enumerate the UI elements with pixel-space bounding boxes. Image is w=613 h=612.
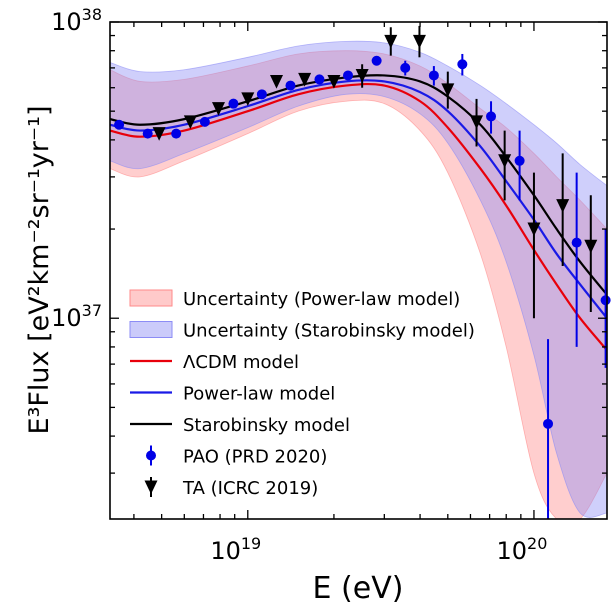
legend-entry-5-label: PAO (PRD 2020) [183,447,327,468]
pao-point [199,116,210,127]
ta-point [384,34,398,49]
ta-point [470,115,484,130]
pao-point [514,155,525,166]
ta-point [498,154,512,168]
legend-entry-1-swatch [129,321,173,338]
ta-point [327,74,341,89]
legend-entry-0-swatch [129,289,173,307]
ta-point [152,127,166,141]
pao-point [428,70,439,81]
ta-point [270,74,284,89]
pao-point [600,295,611,306]
ta-point [412,34,426,49]
legend-entry-0-label: Uncertainty (Power-law model) [183,289,460,310]
ta-point [241,92,255,107]
legend-entry-4-label: Starobinsky model [183,415,350,436]
x-tick-label: 1020 [496,534,547,565]
starobinsky-curve [110,74,607,296]
uncertainty-band-starobinsky [110,40,607,518]
legend-entry-6-swatch [144,480,158,495]
y-axis-label: E³Flux [eV²km⁻²sr⁻¹yr⁻¹] [24,106,55,435]
pao-point [571,237,582,248]
ta-point [355,68,369,83]
legend-entry-2-label: ΛCDM model [183,352,299,373]
pao-point [486,111,497,122]
y-tick-label: 1037 [51,301,102,332]
x-tick-label: 1019 [210,534,261,565]
ta-point [556,199,570,213]
ta-point [211,102,225,116]
pao-point [400,62,411,73]
pao-point [371,55,382,66]
pao-point [256,89,267,100]
y-tick-label: 1038 [51,5,102,36]
pao-point [285,80,296,91]
legend-entry-3-label: Power-law model [183,384,335,405]
pao-point [114,119,125,130]
pao-point [343,70,354,81]
ta-point [584,239,598,254]
pao-point [543,418,554,429]
lcdm-curve [110,82,607,351]
pao-point [171,128,182,139]
pao-point [228,98,239,109]
legend-entry-6-label: TA (ICRC 2019) [182,478,318,499]
pao-point [142,128,153,139]
legend-entry-1-label: Uncertainty (Starobinsky model) [183,321,475,342]
ta-point [183,115,197,130]
legend-entry-5-swatch [146,450,156,461]
uncertainty-band-power-law [110,50,607,519]
plot-frame [109,21,608,520]
ta-point [298,72,312,87]
ta-point [441,83,455,98]
pao-point [314,74,325,85]
ta-point [527,222,541,237]
x-axis-label: E (eV) [313,571,404,606]
pao-point [457,59,468,70]
